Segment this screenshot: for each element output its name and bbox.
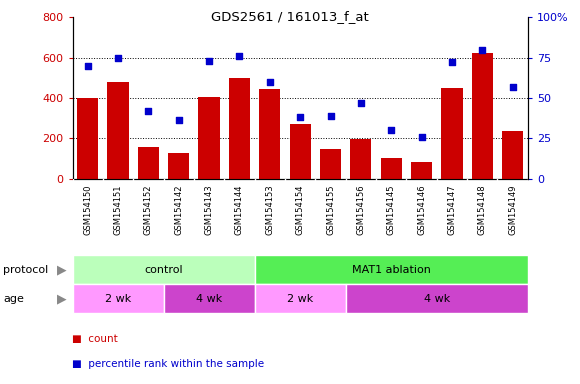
Point [235, 53, 244, 59]
Text: GSM154151: GSM154151 [114, 185, 122, 235]
Point [356, 100, 365, 106]
Bar [441, 88, 462, 179]
Point [478, 46, 487, 53]
Bar [72, 284, 164, 313]
Text: ▶: ▶ [57, 292, 67, 305]
Point [174, 118, 183, 124]
Text: GSM154144: GSM154144 [235, 185, 244, 235]
Point [417, 134, 426, 140]
Bar [350, 139, 371, 179]
Bar [198, 97, 220, 179]
Bar [380, 158, 402, 179]
Point [265, 79, 274, 85]
Text: age: age [3, 293, 24, 304]
Point [296, 114, 305, 120]
Bar [229, 78, 250, 179]
Bar [255, 284, 346, 313]
Text: GSM154154: GSM154154 [296, 185, 304, 235]
Bar [168, 153, 189, 179]
Text: MAT1 ablation: MAT1 ablation [352, 265, 430, 275]
Point [83, 63, 92, 69]
Point [508, 84, 517, 90]
Bar [472, 53, 493, 179]
Point [387, 127, 396, 133]
Text: GSM154146: GSM154146 [417, 185, 426, 235]
Text: GSM154145: GSM154145 [387, 185, 396, 235]
Bar [320, 149, 341, 179]
Bar [502, 131, 523, 179]
Bar [411, 162, 432, 179]
Text: GSM154152: GSM154152 [144, 185, 153, 235]
Point [205, 58, 214, 64]
Text: ■  count: ■ count [72, 334, 118, 344]
Bar [255, 255, 528, 284]
Text: 4 wk: 4 wk [196, 293, 222, 304]
Bar [164, 284, 255, 313]
Point [114, 55, 123, 61]
Text: GSM154156: GSM154156 [356, 185, 365, 235]
Text: protocol: protocol [3, 265, 48, 275]
Text: ▶: ▶ [57, 263, 67, 276]
Text: GSM154143: GSM154143 [205, 185, 213, 235]
Text: 4 wk: 4 wk [423, 293, 450, 304]
Text: GSM154150: GSM154150 [83, 185, 92, 235]
Text: GSM154142: GSM154142 [174, 185, 183, 235]
Text: 2 wk: 2 wk [105, 293, 131, 304]
Bar [77, 98, 98, 179]
Point [326, 113, 335, 119]
Bar [259, 89, 280, 179]
Bar [72, 255, 255, 284]
Text: GSM154147: GSM154147 [447, 185, 456, 235]
Text: ■  percentile rank within the sample: ■ percentile rank within the sample [72, 359, 264, 369]
Bar [346, 284, 528, 313]
Text: 2 wk: 2 wk [287, 293, 313, 304]
Bar [289, 124, 311, 179]
Point [144, 108, 153, 114]
Bar [107, 82, 129, 179]
Text: GSM154149: GSM154149 [508, 185, 517, 235]
Text: control: control [144, 265, 183, 275]
Text: GSM154153: GSM154153 [265, 185, 274, 235]
Bar [138, 147, 159, 179]
Point [447, 60, 456, 66]
Text: GDS2561 / 161013_f_at: GDS2561 / 161013_f_at [211, 10, 369, 23]
Text: GSM154155: GSM154155 [326, 185, 335, 235]
Text: GSM154148: GSM154148 [478, 185, 487, 235]
